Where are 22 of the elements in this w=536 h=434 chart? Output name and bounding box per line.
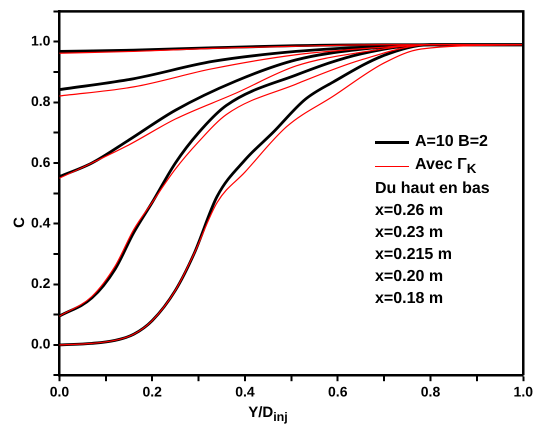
x-tick-label: 0.4 [235, 383, 255, 400]
legend-label: Avec Γ$_{K}$ [415, 156, 476, 176]
x-tick-label: 0.2 [142, 383, 162, 400]
annotation: x=0.215 m [375, 245, 453, 265]
y-tick-label: 0.0 [30, 336, 51, 352]
x-tick-label: 0.6 [328, 383, 348, 400]
annotation: x=0.23 m [375, 223, 444, 243]
annotation: Du haut en bas [375, 179, 490, 199]
y-tick-label: 0.4 [30, 214, 51, 230]
x-axis-title: Y/D$_{inj}$ [247, 404, 289, 424]
legend-label: A=10 B=2 [415, 133, 488, 151]
x-tick-label: 0.8 [420, 383, 440, 400]
y-tick-label: 0.8 [30, 93, 51, 110]
x-tick-label: 0.0 [50, 383, 70, 400]
y-tick-label: 0.6 [30, 154, 51, 170]
x-tick-label: 1.0 [514, 383, 534, 400]
y-tick-label: 1.0 [30, 32, 51, 49]
annotation: x=0.18 m [375, 289, 444, 309]
annotation: x=0.26 m [375, 201, 444, 221]
y-tick-label: 0.2 [30, 275, 51, 292]
annotation: x=0.20 m [375, 267, 444, 287]
y-axis-title: C [10, 217, 28, 228]
